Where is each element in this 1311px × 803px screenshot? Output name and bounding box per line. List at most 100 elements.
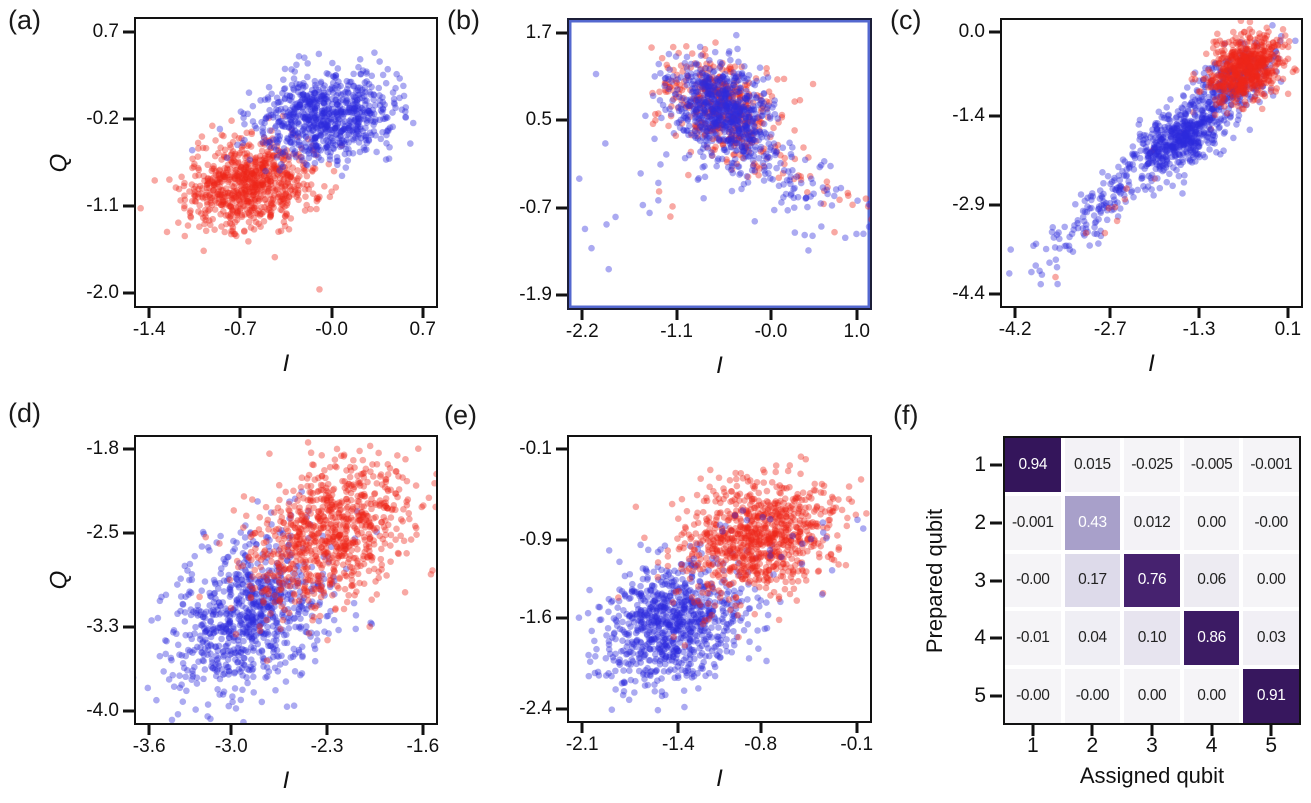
y-tick-label: -2.5: [86, 521, 119, 543]
col-label: 2: [1086, 734, 1099, 757]
heatmap-cell-r2-c4: 0.00: [1183, 495, 1240, 550]
y-tick-mark: [990, 694, 1002, 698]
scatter-canvas-e: [569, 437, 870, 721]
y-axis-label-q: Q: [44, 153, 72, 172]
x-tick-mark: [147, 308, 151, 318]
heatmap-cell-r2-c5: -0.00: [1243, 495, 1299, 550]
x-tick-label: -1.4: [661, 734, 695, 755]
x-tick-label: -2.7: [1093, 319, 1127, 340]
y-tick-mark: [556, 538, 567, 542]
x-axis-label-i: I: [1148, 350, 1155, 377]
y-tick-mark: [556, 31, 567, 35]
y-tick-label: 0.0: [958, 21, 985, 43]
heatmap-cell-r5-c4: 0.00: [1183, 669, 1240, 723]
panel-d: (d) Q -1.8 -2.5 -3.3 -4.0 -3.6 -3.0 -2.3…: [8, 398, 439, 794]
y-tick-label: -2.0: [86, 282, 119, 304]
y-tick-mark: [123, 625, 134, 629]
x-tick-mark: [1108, 308, 1112, 318]
y-tick-mark: [556, 118, 567, 122]
x-tick-mark: [1090, 725, 1094, 736]
row-label: 4: [974, 626, 986, 650]
x-tick-label: -0.1: [840, 734, 874, 755]
x-tick-mark: [1197, 308, 1201, 318]
col-label: 5: [1265, 734, 1278, 757]
x-axis-label-i: I: [282, 767, 290, 794]
x-tick-mark: [229, 725, 233, 735]
y-tick-mark: [123, 117, 134, 121]
x-axis-label-assigned-qubit: Assigned qubit: [1079, 763, 1225, 788]
x-axis-label-i: I: [716, 352, 723, 379]
y-tick-label: -1.4: [952, 104, 985, 126]
x-tick-mark: [769, 310, 773, 320]
x-tick-mark: [1013, 308, 1017, 318]
heatmap-cell-r3-c2: 0.17: [1064, 553, 1121, 608]
heatmap-box: 0.94 0.015 -0.025 -0.005 -0.001 -0.001 0.43 0.0…: [1003, 436, 1301, 725]
y-tick-label: -1.6: [519, 607, 552, 629]
y-tick-mark: [556, 293, 567, 297]
scatter-canvas-d: [136, 437, 436, 723]
panel-a: (a) Q 0.7 -0.2 -1.1 -2.0 -1.4 -0.7 -0.0 …: [8, 5, 438, 377]
panel-label-f: (f): [893, 400, 919, 430]
y-tick-mark: [989, 30, 1000, 34]
heatmap-cell-r4-c3: 0.10: [1124, 611, 1180, 666]
y-tick-label: -2.9: [952, 193, 985, 215]
row-label: 5: [974, 684, 986, 708]
y-axis-label-prepared-qubit: Prepared qubit: [922, 508, 948, 653]
x-tick-mark: [1031, 725, 1035, 736]
panel-label-a: (a): [8, 5, 41, 35]
x-tick-mark: [1269, 725, 1273, 736]
panel-label-e: (e): [444, 400, 477, 430]
heatmap-cell-r1-c1: 0.94: [1005, 438, 1061, 492]
heatmap-cell-r5-c5: 0.91: [1243, 669, 1299, 723]
y-tick-label: -2.4: [519, 697, 552, 719]
y-tick-label: 0.5: [525, 109, 552, 131]
heatmap-cell-r4-c4: 0.86: [1183, 611, 1240, 666]
y-axis-label-wrap: Prepared qubit: [915, 436, 955, 725]
x-tick-label: -3.6: [132, 736, 166, 757]
plot-box-c: [1000, 18, 1303, 308]
row-label: 3: [974, 568, 986, 592]
col-label: 3: [1146, 734, 1158, 757]
heatmap-cell-r1-c3: -0.025: [1124, 438, 1180, 492]
y-tick-mark: [990, 579, 1002, 582]
heatmap-cell-r1-c2: 0.015: [1064, 438, 1121, 492]
y-tick-mark: [989, 114, 1000, 118]
plot-box-b: [567, 18, 872, 310]
x-tick-mark: [675, 310, 679, 320]
panel-f-confusion-matrix: (f) Prepared qubit 0.94 0.015 -0.025 -0.005…: [893, 400, 1301, 788]
panel-b: (b) 1.7 0.5 -0.7 -1.9 -2.2 -1.1 -0.0 1.0…: [447, 5, 872, 379]
panel-label-b: (b): [447, 5, 480, 35]
y-tick-mark: [556, 447, 567, 451]
x-tick-mark: [855, 723, 859, 733]
y-tick-mark: [989, 203, 1000, 207]
y-tick-mark: [123, 709, 134, 713]
panel-label-c: (c): [890, 5, 922, 35]
heatmap-cell-r1-c4: -0.005: [1183, 438, 1240, 492]
x-axis-label-i: I: [282, 350, 290, 377]
y-tick-label: 1.7: [525, 21, 552, 43]
x-tick-mark: [421, 725, 425, 735]
x-tick-mark: [1210, 725, 1214, 736]
x-tick-label: -3.0: [214, 736, 248, 757]
x-tick-mark: [147, 725, 151, 735]
x-tick-label: 1.0: [843, 321, 870, 342]
row-label: 1: [974, 452, 986, 476]
col-label: 1: [1026, 734, 1039, 757]
y-tick-mark: [123, 531, 134, 535]
heatmap-cell-r5-c3: 0.00: [1124, 669, 1180, 723]
y-axis-label-wrap: Q: [44, 17, 74, 308]
y-tick-label: -3.3: [86, 616, 119, 638]
heatmap-cell-r4-c2: 0.04: [1064, 611, 1121, 666]
y-tick-mark: [990, 636, 1002, 640]
x-tick-label: -4.2: [998, 319, 1032, 340]
x-tick-label: -0.8: [744, 734, 778, 755]
x-tick-label: -0.7: [224, 319, 257, 340]
y-tick-label: -0.2: [86, 107, 119, 129]
panel-e: (e) -0.1 -0.9 -1.6 -2.4 -2.1 -1.4 -0.8 -…: [444, 400, 873, 792]
heatmap-grid: 0.94 0.015 -0.025 -0.005 -0.001 -0.001 0.43 0.0…: [1005, 438, 1299, 723]
heatmap-cell-r2-c1: -0.001: [1005, 495, 1061, 550]
heatmap-cell-r2-c3: 0.012: [1124, 495, 1180, 550]
y-tick-label: -1.9: [519, 284, 552, 306]
x-tick-mark: [325, 725, 329, 735]
x-tick-label: -1.1: [660, 321, 693, 342]
